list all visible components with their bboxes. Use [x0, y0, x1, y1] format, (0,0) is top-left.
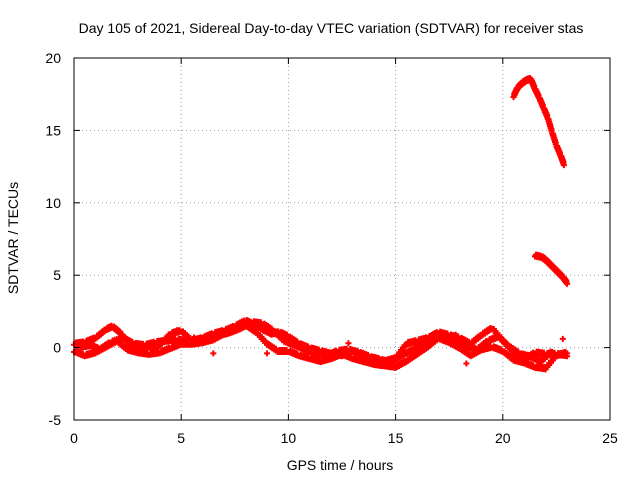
y-axis-label: SDTVAR / TECUs — [5, 182, 21, 294]
data-point-outliers — [452, 331, 459, 338]
y-tick-label: 5 — [53, 267, 61, 283]
data-point-track-a-fill — [116, 328, 123, 335]
y-tick-label: 10 — [45, 195, 61, 211]
data-point-outliers — [463, 360, 470, 367]
data-point-outliers — [191, 334, 198, 341]
data-point-track-c-fill — [515, 348, 522, 355]
x-tick-label: 25 — [602, 430, 618, 446]
data-point-track-c — [549, 348, 556, 355]
grid — [74, 58, 610, 420]
data-point-late-high — [560, 162, 567, 169]
x-tick-label: 15 — [388, 430, 404, 446]
data-point-late-mid — [564, 280, 571, 287]
data-point-track-b-fill — [272, 345, 279, 352]
data-point-track-b-fill — [251, 326, 258, 333]
y-tick-label: -5 — [49, 412, 62, 428]
x-axis-label: GPS time / hours — [287, 457, 394, 473]
data-points — [71, 74, 571, 373]
data-point-track-c-fill — [504, 340, 511, 347]
data-point-outliers — [345, 340, 352, 347]
x-tick-label: 10 — [281, 430, 297, 446]
x-tick-label: 0 — [70, 430, 78, 446]
data-point-track-b-fill — [122, 344, 129, 351]
x-tick-label: 20 — [495, 430, 511, 446]
data-point-track-b-fill — [262, 337, 269, 344]
y-tick-label: 15 — [45, 122, 61, 138]
data-point-outliers — [263, 350, 270, 357]
data-point-outliers — [559, 335, 566, 342]
data-point-outliers — [210, 350, 217, 357]
chart-title: Day 105 of 2021, Sidereal Day-to-day VTE… — [79, 20, 584, 36]
data-point-track-b-fill — [508, 354, 515, 361]
axes: 0 5 10 15 20 25 -5 0 5 10 15 20 — [45, 50, 618, 446]
plot-frame — [73, 57, 611, 421]
x-tick-label: 5 — [177, 430, 185, 446]
data-point-track-c-fill — [268, 325, 275, 332]
y-tick-label: 20 — [45, 50, 61, 66]
y-tick-label: 0 — [53, 340, 61, 356]
data-point-track-c-fill — [279, 335, 286, 342]
data-point-track-b — [564, 350, 571, 357]
data-point-outliers — [405, 338, 412, 345]
data-point-outliers — [173, 327, 180, 334]
